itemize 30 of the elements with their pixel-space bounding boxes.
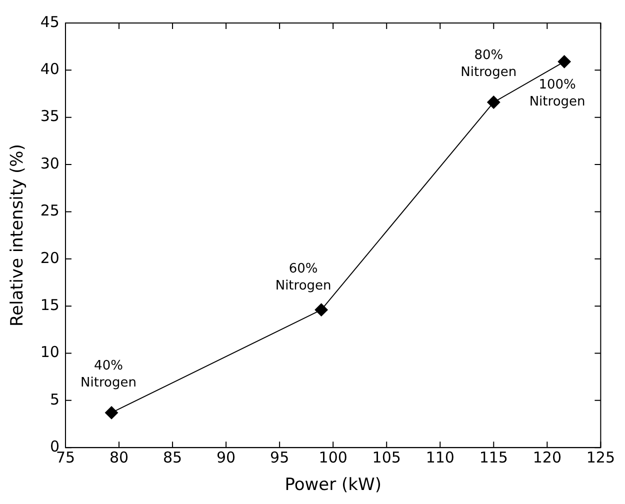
x-tick-label: 90 (216, 448, 236, 466)
x-tick-label: 100 (318, 448, 348, 466)
y-tick-label: 45 (40, 12, 60, 31)
point (314, 303, 328, 316)
y-tick-label: 25 (40, 202, 60, 220)
point (105, 406, 118, 420)
y-tick-label: 40 (40, 60, 60, 78)
point (487, 96, 500, 109)
x-tick-label: 115 (479, 448, 508, 466)
x-tick-label: 95 (270, 448, 290, 466)
y-tick-label: 10 (40, 343, 60, 362)
x-tick-label: 120 (532, 448, 562, 466)
annotation: 100% Nitrogen (529, 78, 586, 110)
x-tick-label: 105 (372, 448, 401, 466)
x-tick-label: 110 (426, 448, 454, 466)
annotation: 60% Nitrogen (275, 262, 332, 294)
y-tick-label: 5 (50, 390, 60, 408)
y-tick-label: 0 (50, 437, 60, 456)
x-tick-label: 125 (586, 448, 616, 466)
y-tick-label: 30 (40, 154, 60, 172)
annotation: 40% Nitrogen (80, 358, 136, 391)
point (558, 55, 571, 68)
y-tick-label: 35 (40, 107, 60, 126)
y-tick-label: 20 (40, 248, 60, 267)
y-tick-label: 15 (40, 296, 60, 314)
x-tick-label: 85 (162, 448, 182, 466)
annotation: 80% Nitrogen (460, 48, 517, 80)
x-axis-title: Power (kW) (284, 475, 382, 496)
y-axis-title: Relative intensity (%) (8, 144, 28, 327)
x-tick-label: 80 (109, 448, 129, 466)
